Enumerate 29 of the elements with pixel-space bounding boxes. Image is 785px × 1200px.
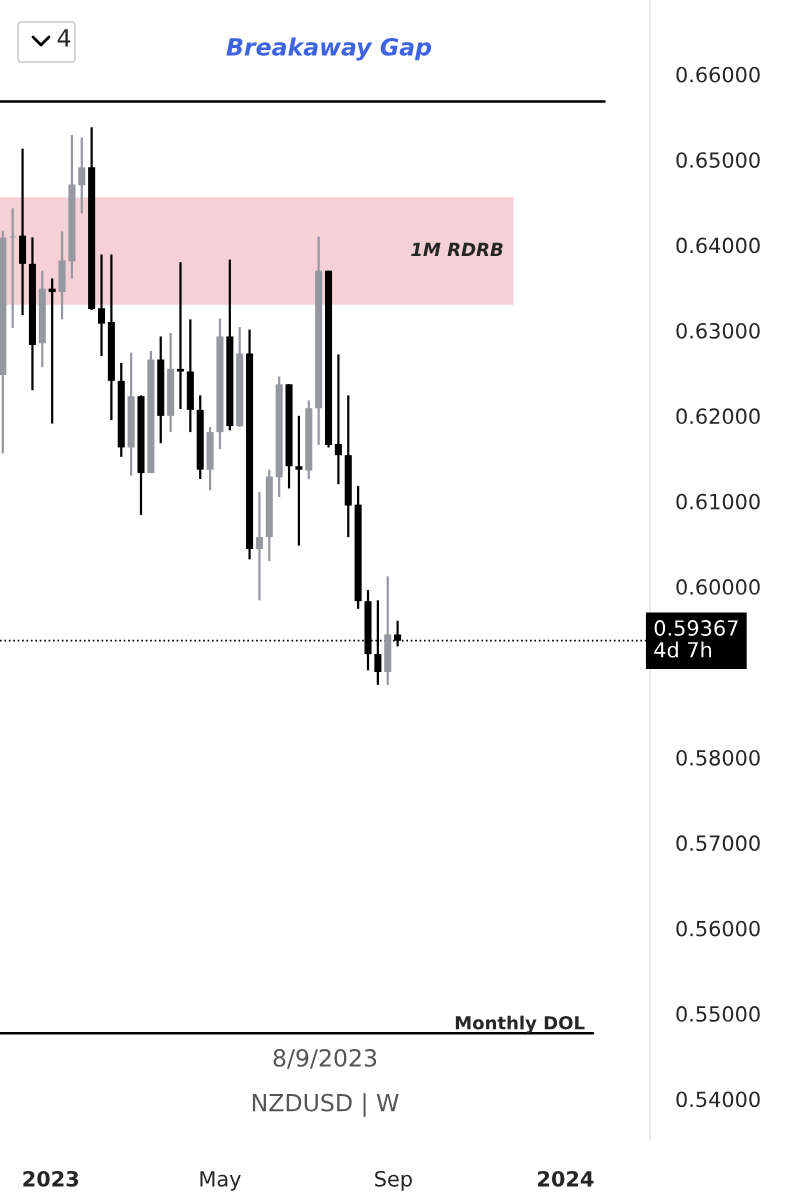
y-tick-label: 0.65000 bbox=[676, 152, 760, 168]
y-tick-label: 0.61000 bbox=[676, 493, 760, 510]
candlestick bbox=[97, 253, 106, 358]
annotation: 4 bbox=[57, 29, 71, 47]
band-label: 1M RDRB bbox=[411, 242, 503, 257]
candlestick bbox=[295, 414, 303, 547]
y-tick-label: 0.56000 bbox=[676, 920, 760, 937]
annotation: 8/9/2023 bbox=[273, 1048, 377, 1069]
candlestick bbox=[334, 353, 342, 486]
y-tick-label: 0.57000 bbox=[676, 835, 760, 852]
ref-line-label: 0.59367 bbox=[654, 620, 738, 636]
y-tick-label: 0.66000 bbox=[676, 66, 760, 83]
y-tick-label: 0.58000 bbox=[676, 749, 760, 766]
candlestick bbox=[78, 136, 86, 215]
y-tick-label: 0.64000 bbox=[676, 237, 760, 254]
x-tick-label: Sep bbox=[375, 1170, 412, 1191]
candlestick bbox=[255, 490, 263, 602]
ref-line-label: Monthly DOL bbox=[455, 1015, 585, 1034]
ref-line-label: Breakaway Gap bbox=[226, 37, 432, 61]
annotation: NZDUSD | W bbox=[252, 1093, 399, 1117]
y-tick-label: 0.63000 bbox=[676, 322, 760, 339]
y-tick-label: 0.55000 bbox=[676, 1006, 760, 1022]
y-tick-label: 0.62000 bbox=[676, 408, 760, 425]
y-tick-label: 0.54000 bbox=[676, 1091, 760, 1108]
text: 4d 7h bbox=[654, 641, 712, 658]
y-tick-label: 0.60000 bbox=[676, 579, 760, 595]
x-tick-label: 2023 bbox=[23, 1170, 79, 1187]
x-tick-label: May bbox=[200, 1171, 241, 1191]
x-tick-label: 2024 bbox=[538, 1170, 594, 1187]
